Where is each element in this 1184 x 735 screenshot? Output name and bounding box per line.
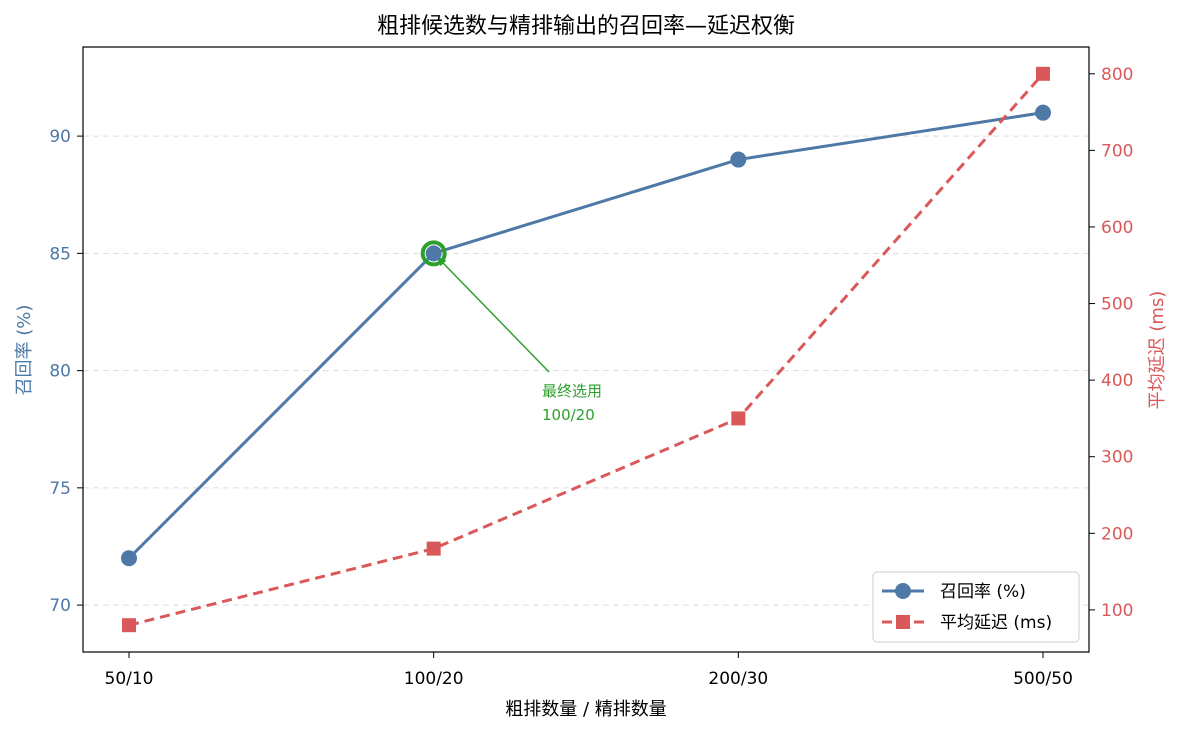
right-tick-label: 100	[1101, 601, 1133, 621]
recall-point	[425, 245, 442, 262]
x-tick-label: 200/30	[708, 669, 768, 689]
annotation-arrow	[442, 262, 550, 373]
gridlines	[83, 135, 1089, 606]
legend-box	[872, 571, 1080, 643]
left-tick-label: 80	[49, 362, 71, 382]
right-tick-label: 300	[1101, 448, 1133, 468]
x-axis-label: 粗排数量 / 精排数量	[505, 699, 667, 720]
right-axis-ticks: 100 200 300 400 500 600 700 800	[1089, 65, 1133, 621]
latency-point	[426, 541, 441, 556]
legend-label-2: 平均延迟 (ms)	[940, 613, 1052, 633]
right-tick-label: 200	[1101, 524, 1133, 544]
series-markers	[121, 66, 1051, 633]
right-tick-label: 700	[1101, 141, 1133, 161]
x-tick-label: 50/10	[105, 669, 154, 689]
selected-point-highlight	[420, 240, 447, 267]
chart-title: 粗排候选数与精排输出的召回率—延迟权衡	[377, 14, 795, 39]
series-lines	[127, 72, 1045, 627]
legend: 召回率 (%) 平均延迟 (ms)	[872, 571, 1080, 643]
left-axis-ticks: 70 75 80 85 90	[49, 127, 83, 616]
recall-point	[121, 550, 137, 567]
x-axis-ticks: 50/10 100/20 200/30 500/50	[105, 652, 1073, 689]
recall-point	[730, 151, 747, 168]
right-tick-label: 600	[1101, 218, 1133, 238]
latency-point	[122, 618, 136, 633]
latency-point	[1036, 66, 1050, 81]
right-tick-label: 400	[1101, 371, 1133, 391]
right-tick-label: 500	[1101, 295, 1133, 315]
y-axis-left-label: 召回率 (%)	[14, 305, 35, 396]
annotation: 最终选用 100/20	[436, 256, 602, 424]
left-tick-label: 90	[49, 127, 71, 147]
left-tick-label: 75	[49, 479, 71, 499]
left-tick-label: 70	[49, 596, 71, 616]
right-tick-label: 800	[1101, 65, 1133, 85]
annotation-text-line1: 最终选用	[542, 382, 602, 400]
left-tick-label: 85	[49, 244, 71, 264]
latency-point	[731, 411, 746, 426]
annotation-text-line2: 100/20	[542, 406, 595, 424]
legend-marker-square	[896, 615, 910, 629]
series-line-1	[127, 111, 1044, 560]
y-axis-right-label: 平均延迟 (ms)	[1147, 291, 1168, 410]
x-tick-label: 100/20	[404, 669, 464, 689]
legend-label-1: 召回率 (%)	[940, 582, 1026, 602]
recall-point	[1035, 104, 1051, 121]
plot-frame	[82, 46, 1090, 653]
legend-marker-circle	[895, 583, 911, 599]
x-tick-label: 500/50	[1013, 669, 1073, 689]
